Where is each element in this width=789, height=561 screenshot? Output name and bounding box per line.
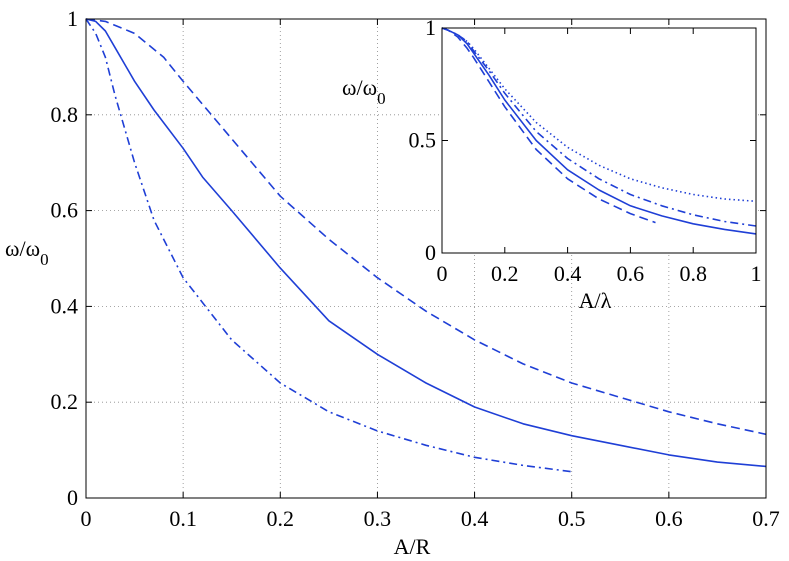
main-series-dashed xyxy=(85,18,767,436)
inset-y-axis-label-subscript: 0 xyxy=(377,89,386,108)
main-x-tick-label: 0.5 xyxy=(558,506,586,531)
inset-y-axis-label-main: ω/ω xyxy=(342,75,377,100)
main-axes-frame xyxy=(85,18,767,499)
main-series xyxy=(85,18,767,473)
main-x-tick-label: 0.3 xyxy=(364,506,392,531)
inset-x-tick-label: 0.2 xyxy=(491,261,519,286)
inset-series-dashed xyxy=(441,27,656,224)
inset-x-tick-label: 0 xyxy=(437,261,448,286)
inset-y-tick-label: 0.5 xyxy=(409,128,437,153)
main-y-tick-label: 0 xyxy=(67,485,78,510)
main-series-solid xyxy=(85,18,767,468)
main-y-tick-label: 0.8 xyxy=(51,102,79,127)
main-y-axis-label-subscript: 0 xyxy=(40,250,49,269)
inset-x-axis-label: A/λ xyxy=(579,288,612,313)
main-x-tick-label: 0.2 xyxy=(267,506,295,531)
inset-x-tick-label: 1 xyxy=(751,261,762,286)
inset-y-tick-label: 1 xyxy=(425,15,436,40)
inset-plot: 0 0.2 0.4 0.6 0.8 100.51 A/λ ω/ω0 xyxy=(342,15,762,313)
main-x-tick-label: 0.6 xyxy=(655,506,683,531)
main-x-tick-label: 0.1 xyxy=(169,506,197,531)
inset-y-axis-label: ω/ω0 xyxy=(342,75,386,108)
main-series-dash-dot xyxy=(85,18,572,473)
inset-ticks: 0 0.2 0.4 0.6 0.8 1 0 0.5 1 xyxy=(409,15,762,286)
main-ticks: 0 0.1 0.2 0.3 0.4 0.5 0.6 0.7 0 0.2 0.4 0.6 0.8 1 xyxy=(51,6,780,531)
main-y-tick-label: 1 xyxy=(67,6,78,31)
inset-plot-area xyxy=(442,28,756,253)
inset-y-tick-label: 0 xyxy=(425,240,436,265)
main-y-tick-label: 0.6 xyxy=(51,198,79,223)
inset-x-tick-label: 0.8 xyxy=(679,261,707,286)
main-y-axis-label-main: ω/ω xyxy=(5,236,40,261)
main-y-axis-label: ω/ω0 xyxy=(5,236,49,269)
inset-series-dash-dot xyxy=(441,27,757,227)
inset-series-dotted xyxy=(441,27,757,203)
main-x-axis-label: A/R xyxy=(394,534,431,559)
main-x-tick-label: 0 xyxy=(81,506,92,531)
inset-series xyxy=(441,27,757,235)
main-x-tick-label: 0.4 xyxy=(461,506,489,531)
main-grid xyxy=(86,19,766,498)
inset-x-tick-label: 0.4 xyxy=(554,261,582,286)
main-y-tick-label: 0.4 xyxy=(51,293,79,318)
main-y-tick-label: 0.2 xyxy=(51,389,79,414)
inset-x-tick-label: 0.6 xyxy=(617,261,645,286)
main-x-tick-label: 0.7 xyxy=(752,506,780,531)
